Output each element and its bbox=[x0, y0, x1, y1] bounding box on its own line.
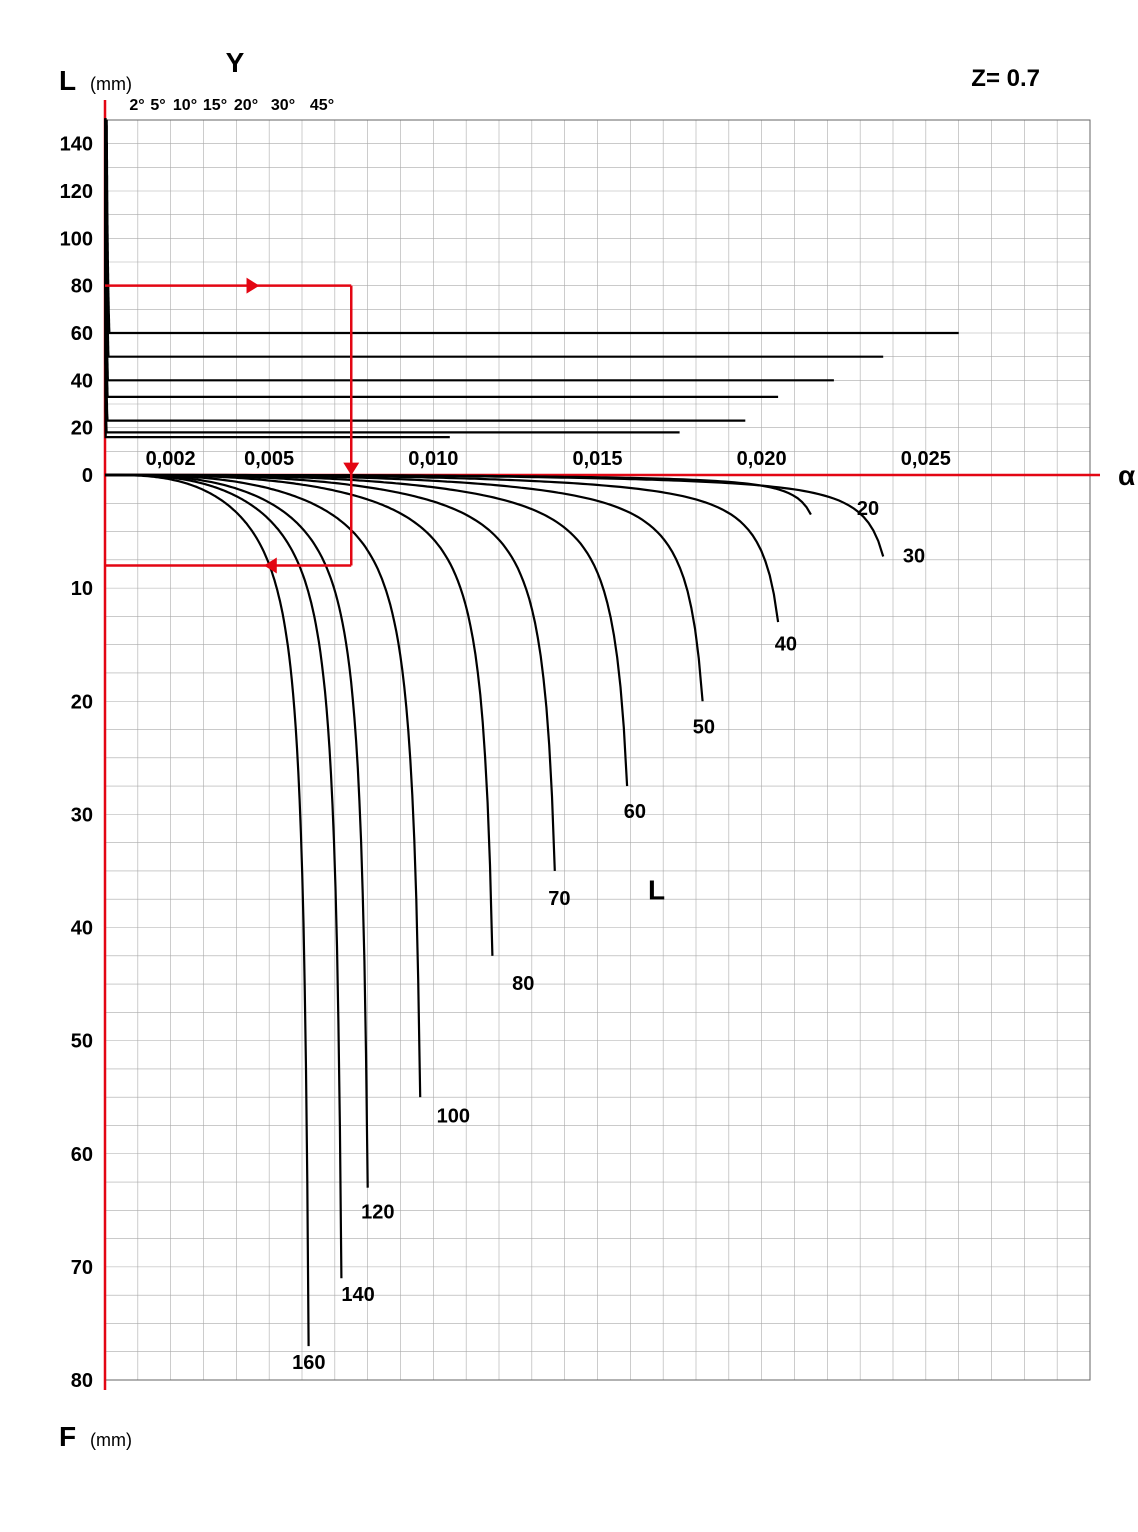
l-tick: 100 bbox=[60, 228, 93, 250]
f-tick: 10 bbox=[71, 578, 93, 600]
gamma-curve-label: 15° bbox=[203, 97, 227, 114]
gamma-curve bbox=[105, 119, 450, 438]
l-curve-label: 20 bbox=[857, 498, 879, 520]
l-curve-label: 60 bbox=[624, 801, 646, 823]
alpha-tick: 0,005 bbox=[244, 448, 294, 470]
l-curve-label: 50 bbox=[693, 716, 715, 738]
l-curve-label: 120 bbox=[361, 1202, 394, 1224]
l-curve bbox=[105, 475, 492, 956]
f-label: F bbox=[59, 1421, 76, 1452]
f-tick: 60 bbox=[71, 1144, 93, 1166]
l-curve-label: 30 bbox=[903, 545, 925, 567]
gamma-symbol: Y bbox=[226, 47, 245, 78]
l-tick: 80 bbox=[71, 276, 93, 298]
gamma-curve-label: 10° bbox=[173, 97, 197, 114]
l-curve bbox=[105, 475, 309, 1346]
alpha-symbol: α bbox=[1118, 460, 1135, 491]
f-tick: 80 bbox=[71, 1370, 93, 1392]
gamma-curve-label: 30° bbox=[271, 97, 295, 114]
alpha-tick: 0,010 bbox=[408, 448, 458, 470]
alpha-tick: 0,020 bbox=[737, 448, 787, 470]
l-unit: (mm) bbox=[90, 74, 132, 94]
z-label: Z= 0.7 bbox=[971, 65, 1040, 92]
gamma-curve bbox=[106, 118, 779, 397]
l-tick: 0 bbox=[82, 465, 93, 487]
f-tick: 50 bbox=[71, 1031, 93, 1053]
gamma-curve-label: 20° bbox=[234, 97, 258, 114]
ref-arrow bbox=[343, 463, 359, 476]
gamma-curve bbox=[105, 118, 679, 432]
lower-region-label: L bbox=[648, 875, 665, 906]
gamma-curve bbox=[106, 121, 834, 381]
alpha-tick: 0,025 bbox=[901, 448, 951, 470]
f-tick: 20 bbox=[71, 691, 93, 713]
f-tick: 40 bbox=[71, 918, 93, 940]
l-curve-label: 80 bbox=[512, 973, 534, 995]
l-tick: 40 bbox=[71, 370, 93, 392]
alpha-tick: 0,002 bbox=[146, 448, 196, 470]
gamma-curve-label: 45° bbox=[310, 97, 334, 114]
f-tick: 30 bbox=[71, 804, 93, 826]
l-curve-label: 140 bbox=[341, 1284, 374, 1306]
f-unit: (mm) bbox=[90, 1430, 132, 1450]
l-label: L bbox=[59, 65, 76, 96]
gamma-curve bbox=[105, 118, 745, 420]
l-curve-label: 160 bbox=[292, 1352, 325, 1374]
l-curve-label: 100 bbox=[437, 1105, 470, 1127]
gamma-curve-label: 5° bbox=[150, 97, 165, 114]
gamma-curve bbox=[107, 120, 959, 333]
l-tick: 120 bbox=[60, 181, 93, 203]
alpha-tick: 0,015 bbox=[572, 448, 622, 470]
l-tick: 60 bbox=[71, 323, 93, 345]
l-curve-label: 70 bbox=[548, 888, 570, 910]
nomogram-chart: 0 20 40 60 80 100 120 140 10 20 30 40 50 60 70 80 0,002 0… bbox=[0, 0, 1138, 1532]
l-tick: 20 bbox=[71, 418, 93, 440]
l-curve-label: 40 bbox=[775, 634, 797, 656]
l-tick: 140 bbox=[60, 134, 93, 156]
f-tick: 70 bbox=[71, 1257, 93, 1279]
gamma-curve-label: 2° bbox=[129, 97, 144, 114]
chart-svg: 0 20 40 60 80 100 120 140 10 20 30 40 50 60 70 80 0,002 0… bbox=[0, 0, 1138, 1532]
ref-arrow bbox=[247, 278, 260, 294]
